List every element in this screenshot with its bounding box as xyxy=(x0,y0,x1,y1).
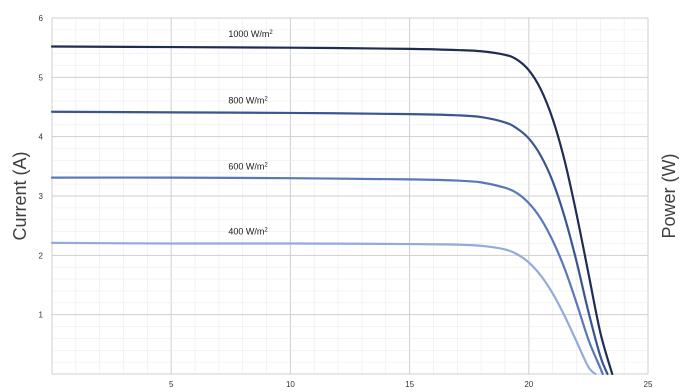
chart-series xyxy=(50,45,614,376)
y-tick-label: 6 xyxy=(39,14,44,23)
x-tick-label: 20 xyxy=(524,380,533,389)
chart-series-labels: 1000 W/m2 800 W/m2 600 W/m2 400 W/m2 xyxy=(228,29,273,237)
x-tick-label: 5 xyxy=(169,380,174,389)
series-label-3: 400 W/m2 xyxy=(228,227,268,237)
series-label-2: 600 W/m2 xyxy=(228,161,268,171)
series-label-0: 1000 W/m2 xyxy=(228,29,273,39)
y-tick-label: 5 xyxy=(39,73,44,82)
series-line-1 xyxy=(50,110,609,376)
y-axis-ticks: 1 2 3 4 5 6 xyxy=(39,14,44,320)
y2-axis-title: Power (W) xyxy=(659,154,679,239)
y-tick-label: 4 xyxy=(39,133,44,142)
y-tick-label: 1 xyxy=(39,311,44,320)
x-tick-label: 15 xyxy=(405,380,414,389)
series-line-0 xyxy=(50,45,614,376)
series-line-3 xyxy=(50,241,597,376)
y-tick-label: 2 xyxy=(39,251,44,260)
series-line-2 xyxy=(50,176,604,376)
x-axis-ticks: 5 10 15 20 25 xyxy=(169,380,653,389)
series-label-1: 800 W/m2 xyxy=(228,95,268,105)
x-tick-label: 25 xyxy=(644,380,653,389)
y-tick-label: 3 xyxy=(39,192,44,201)
y-axis-title: Current (A) xyxy=(10,151,30,240)
x-tick-label: 10 xyxy=(286,380,295,389)
